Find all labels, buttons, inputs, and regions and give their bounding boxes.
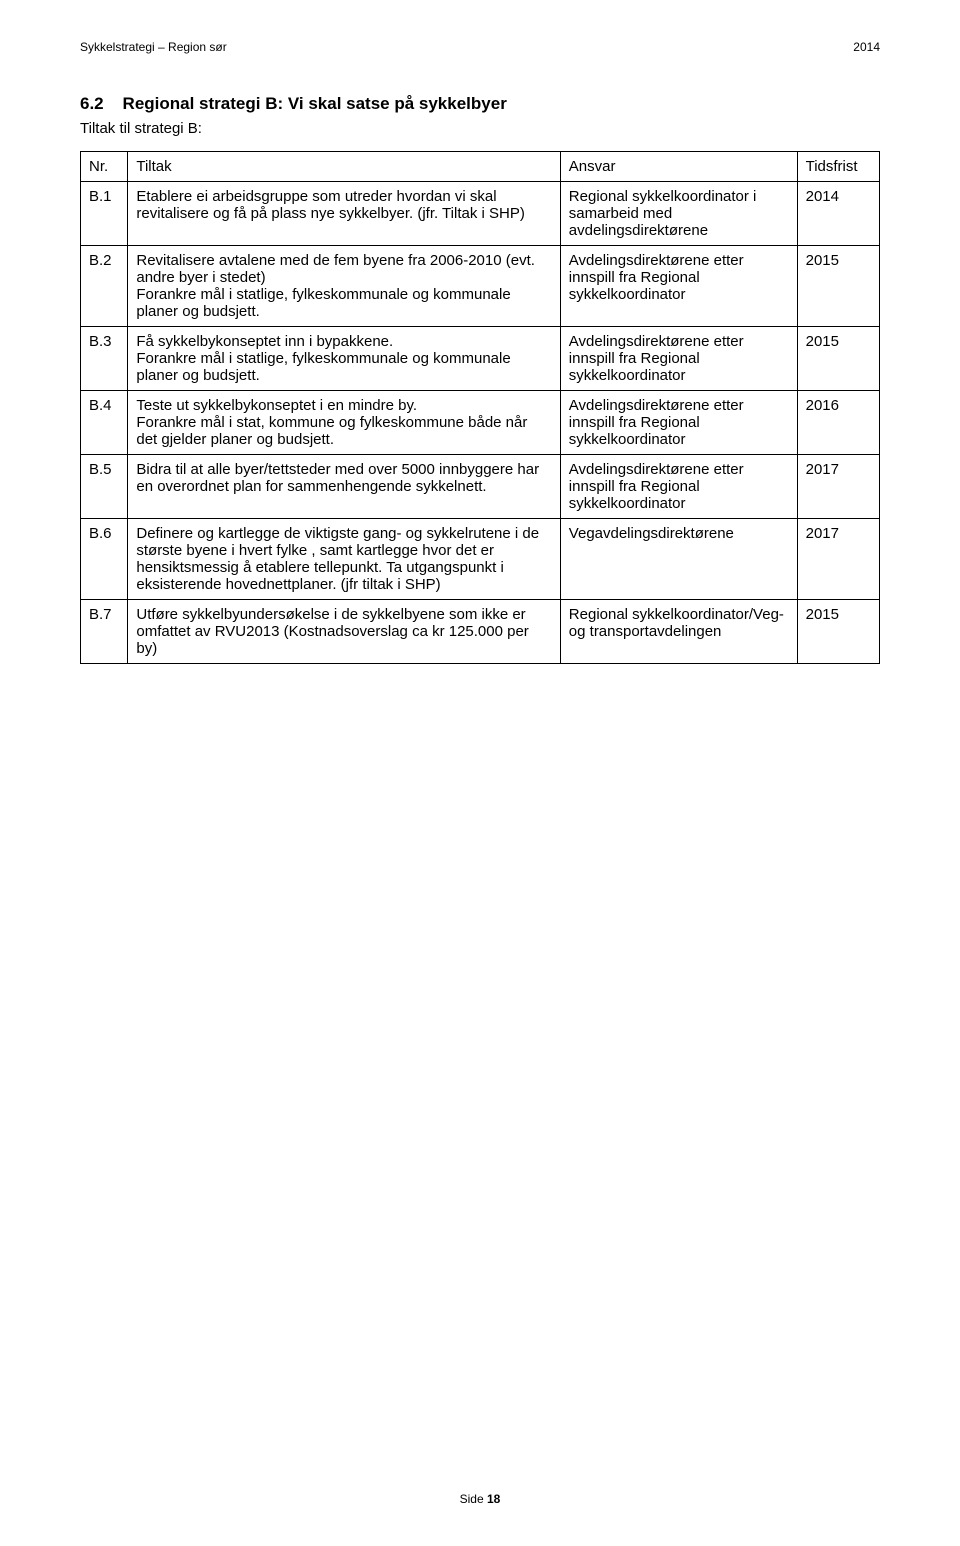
table-header-row: Nr. Tiltak Ansvar Tidsfrist (81, 152, 880, 182)
cell-tiltak: Bidra til at alle byer/tettsteder med ov… (128, 455, 560, 519)
section-subtitle: Tiltak til strategi B: (80, 120, 880, 137)
footer-page-number: 18 (487, 1492, 500, 1506)
cell-tiltak: Definere og kartlegge de viktigste gang-… (128, 519, 560, 600)
col-header-nr: Nr. (81, 152, 128, 182)
header-left: Sykkelstrategi – Region sør (80, 40, 227, 54)
cell-frist: 2017 (797, 455, 879, 519)
cell-frist: 2015 (797, 327, 879, 391)
section-heading: 6.2 Regional strategi B: Vi skal satse p… (80, 94, 880, 114)
table-row: B.5Bidra til at alle byer/tettsteder med… (81, 455, 880, 519)
section-title: Regional strategi B: Vi skal satse på sy… (123, 94, 507, 113)
document-page: Sykkelstrategi – Region sør 2014 6.2 Reg… (0, 0, 960, 1546)
cell-nr: B.3 (81, 327, 128, 391)
table-row: B.3Få sykkelbykonseptet inn i bypakkene.… (81, 327, 880, 391)
table-row: B.7Utføre sykkelbyundersøkelse i de sykk… (81, 600, 880, 664)
cell-ansvar: Regional sykkelkoordinator i samarbeid m… (560, 182, 797, 246)
col-header-ansvar: Ansvar (560, 152, 797, 182)
cell-tiltak: Få sykkelbykonseptet inn i bypakkene. Fo… (128, 327, 560, 391)
table-row: B.4Teste ut sykkelbykonseptet i en mindr… (81, 391, 880, 455)
page-header: Sykkelstrategi – Region sør 2014 (80, 40, 880, 54)
cell-ansvar: Avdelingsdirektørene etter innspill fra … (560, 327, 797, 391)
cell-tiltak: Teste ut sykkelbykonseptet i en mindre b… (128, 391, 560, 455)
table-row: B.6Definere og kartlegge de viktigste ga… (81, 519, 880, 600)
cell-frist: 2016 (797, 391, 879, 455)
col-header-frist: Tidsfrist (797, 152, 879, 182)
cell-tiltak: Etablere ei arbeidsgruppe som utreder hv… (128, 182, 560, 246)
cell-tiltak: Utføre sykkelbyundersøkelse i de sykkelb… (128, 600, 560, 664)
page-footer: Side 18 (0, 1492, 960, 1506)
cell-ansvar: Avdelingsdirektørene etter innspill fra … (560, 391, 797, 455)
table-row: B.1Etablere ei arbeidsgruppe som utreder… (81, 182, 880, 246)
cell-ansvar: Vegavdelingsdirektørene (560, 519, 797, 600)
footer-label: Side (460, 1492, 484, 1506)
cell-nr: B.2 (81, 246, 128, 327)
section-number: 6.2 (80, 94, 104, 113)
header-right: 2014 (853, 40, 880, 54)
col-header-tiltak: Tiltak (128, 152, 560, 182)
tiltak-table: Nr. Tiltak Ansvar Tidsfrist B.1Etablere … (80, 151, 880, 664)
cell-frist: 2015 (797, 600, 879, 664)
cell-nr: B.1 (81, 182, 128, 246)
cell-ansvar: Avdelingsdirektørene etter innspill fra … (560, 455, 797, 519)
table-row: B.2Revitalisere avtalene med de fem byen… (81, 246, 880, 327)
cell-frist: 2017 (797, 519, 879, 600)
cell-frist: 2014 (797, 182, 879, 246)
cell-nr: B.4 (81, 391, 128, 455)
cell-nr: B.7 (81, 600, 128, 664)
cell-ansvar: Regional sykkelkoordinator/Veg- og trans… (560, 600, 797, 664)
cell-tiltak: Revitalisere avtalene med de fem byene f… (128, 246, 560, 327)
cell-nr: B.6 (81, 519, 128, 600)
cell-nr: B.5 (81, 455, 128, 519)
cell-ansvar: Avdelingsdirektørene etter innspill fra … (560, 246, 797, 327)
cell-frist: 2015 (797, 246, 879, 327)
